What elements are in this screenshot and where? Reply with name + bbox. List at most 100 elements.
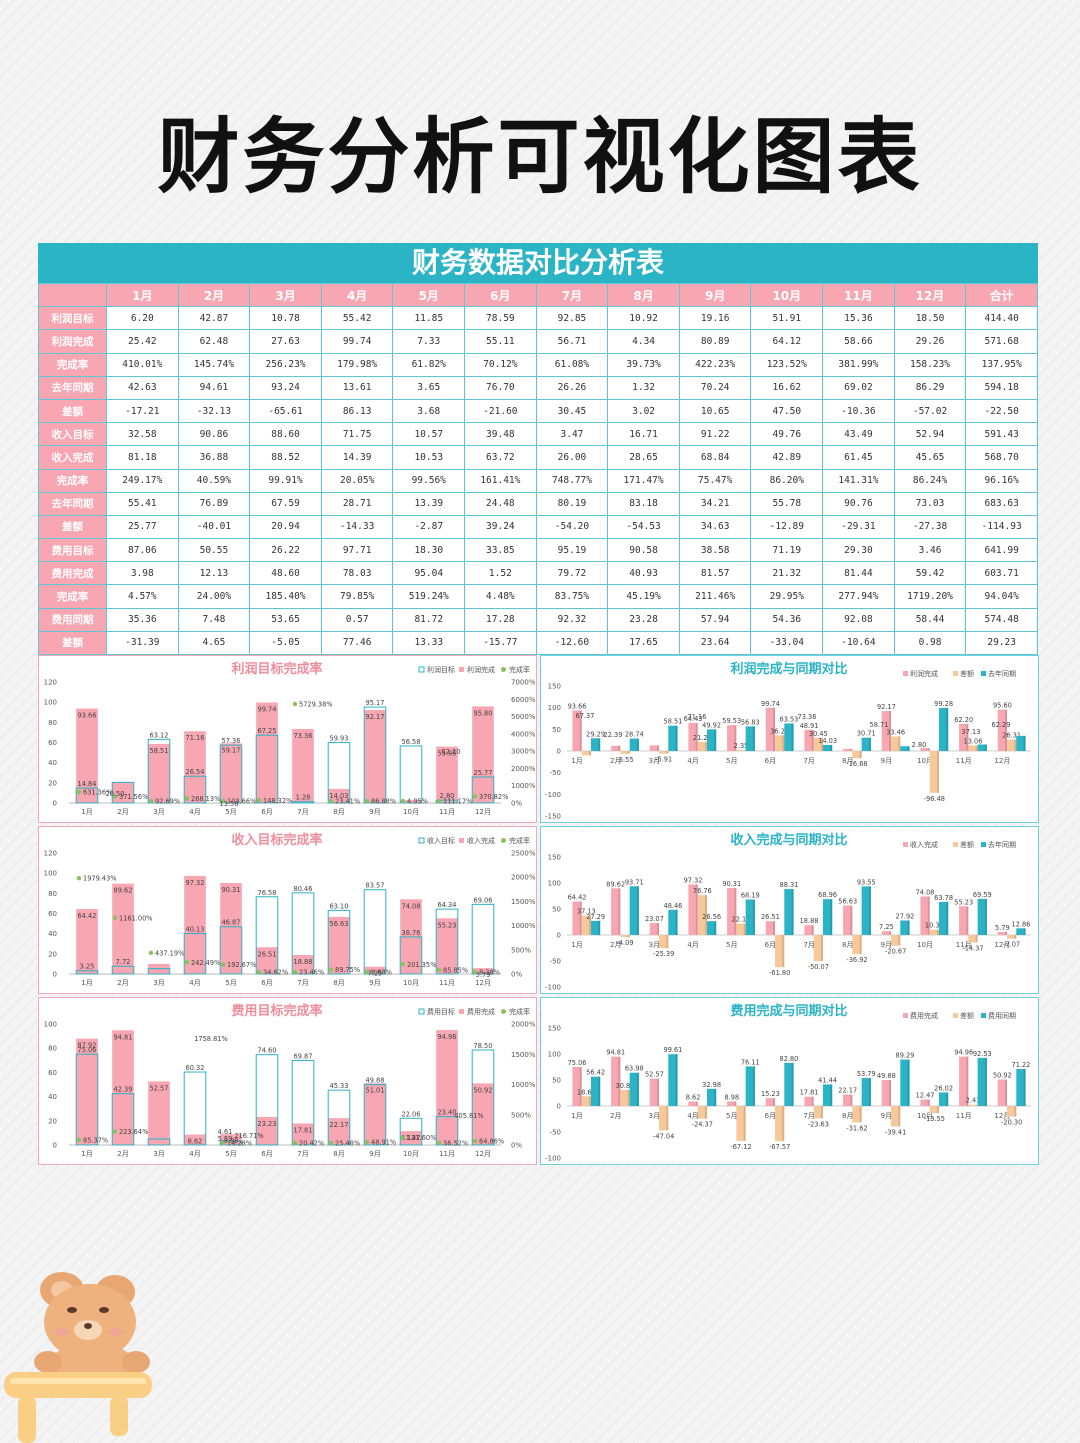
table-cell: -14.33 xyxy=(320,514,394,540)
y-tick-label: 150 xyxy=(548,683,561,691)
completion-bar xyxy=(220,1134,242,1145)
x-tick-label: 3月 xyxy=(649,757,660,765)
data-label: 36.52% xyxy=(443,1139,468,1147)
data-label: 64.86% xyxy=(479,1138,504,1146)
rate-dot xyxy=(220,798,226,804)
table-cell: 17.65 xyxy=(607,630,680,656)
series-bar xyxy=(581,751,591,756)
table-cell: 42.89 xyxy=(750,445,824,470)
series-bar xyxy=(697,1106,707,1119)
x-tick-label: 4月 xyxy=(189,808,200,816)
series-bar-shade xyxy=(782,735,785,751)
table-cell: 69.02 xyxy=(822,375,895,400)
table-cell: 414.40 xyxy=(965,306,1038,331)
series-bar xyxy=(775,935,785,968)
data-label: 85.37% xyxy=(83,1136,108,1144)
table-row: 费用完成 3.98 12.13 48.60 78.03 95.04 1.52 79.72 40.… xyxy=(38,561,1038,586)
series-bar xyxy=(572,1066,582,1106)
x-tick-label: 12月 xyxy=(994,1112,1010,1120)
series-bar xyxy=(629,886,639,935)
series-bar-shade xyxy=(830,1084,833,1106)
series-bar-shade xyxy=(850,748,853,751)
series-bar xyxy=(822,899,833,935)
series-bar xyxy=(852,1106,862,1123)
data-label: 40.13 xyxy=(186,926,205,934)
table-cell: -54.20 xyxy=(535,514,609,540)
table-cell: 64.12 xyxy=(750,329,824,354)
y-tick-label: -100 xyxy=(545,984,561,992)
target-bar xyxy=(399,745,423,804)
y2-tick-label: 1000% xyxy=(511,922,535,930)
table-cell: 70.12% xyxy=(464,352,537,377)
series-bar-shade xyxy=(907,746,910,751)
table-cell: 0.57 xyxy=(320,607,394,632)
table-cell: -22.50 xyxy=(965,398,1038,424)
series-bar xyxy=(891,736,901,751)
x-tick-label: 11月 xyxy=(956,1112,972,1120)
x-tick-label: 9月 xyxy=(369,808,380,816)
completion-bar xyxy=(256,702,278,803)
table-cell: 141.31% xyxy=(822,468,895,493)
table-cell: 83.18 xyxy=(607,491,680,516)
completion-bar xyxy=(472,1083,494,1145)
data-label: 55.95 xyxy=(438,750,457,758)
data-label: 25.77 xyxy=(474,769,493,777)
table-row: 收入完成 81.18 36.88 88.52 14.39 10.53 63.72 26.00 2… xyxy=(38,445,1038,470)
rate-dot xyxy=(364,969,370,975)
profit-target-chart-panel: 利润目标完成率 利润目标 利润完成 完成率 0 20 40 60 80 100 120 0% 1000%… xyxy=(38,655,537,823)
data-label: 49.92 xyxy=(702,721,721,729)
series-bar-shade xyxy=(927,1099,930,1106)
table-cell: -65.61 xyxy=(249,398,322,424)
data-label: 14.03 xyxy=(818,737,837,745)
completion-bar xyxy=(328,788,350,803)
series-bar-shade xyxy=(588,915,591,935)
series-bar-shade xyxy=(704,741,707,751)
table-cell: 211.46% xyxy=(678,584,752,609)
legend-swatch xyxy=(501,667,506,672)
data-label: 2.35 xyxy=(734,742,749,750)
series-bar xyxy=(843,1094,853,1106)
finance-data-table: 1月 2月 3月 4月 5月 6月 7月 8月 9月 10月 11月 12月 合计 利润目标 6.20 42… xyxy=(38,282,1038,656)
series-bar xyxy=(900,1059,910,1106)
table-cell: 24.00% xyxy=(177,584,251,609)
y-tick-label: 0 xyxy=(53,1142,57,1150)
legend-swatch xyxy=(418,837,425,844)
data-label: 97.32 xyxy=(186,879,205,887)
series-bar xyxy=(938,707,949,751)
y-tick-label: 60 xyxy=(48,739,57,747)
series-bar-shade xyxy=(946,1092,949,1106)
series-bar-shade xyxy=(966,724,969,751)
data-label: 1161.00% xyxy=(119,914,153,922)
table-cell: 137.95% xyxy=(965,352,1038,377)
table-cell: 1.52 xyxy=(464,561,537,586)
data-label: 201.35% xyxy=(407,961,436,969)
x-tick-label: 6月 xyxy=(261,808,272,816)
row-label: 完成率 xyxy=(38,584,107,609)
table-cell: 58.66 xyxy=(822,329,895,354)
table-cell: 641.99 xyxy=(965,538,1038,563)
rate-dot xyxy=(292,701,298,707)
table-cell: 78.59 xyxy=(464,306,537,331)
data-label: 268.13% xyxy=(191,795,220,803)
target-bar xyxy=(327,909,351,975)
data-label: 26.51 xyxy=(761,913,780,921)
series-bar xyxy=(891,1106,901,1127)
series-bar xyxy=(629,1072,639,1106)
data-label: 68.19 xyxy=(741,892,760,900)
data-label: -23.63 xyxy=(808,1120,829,1128)
x-tick-label: 7月 xyxy=(803,941,814,949)
table-cell: 94.61 xyxy=(177,375,251,400)
revenue-vs-lastyear-chart: 收入完成与同期对比 收入完成 差额 去年同期 -100 -50 0 50 100 150 1月 64.… xyxy=(545,832,1031,992)
bear-sticker xyxy=(4,1272,152,1443)
y2-tick-label: 2000% xyxy=(511,765,535,773)
data-label: 370.82% xyxy=(479,793,508,801)
y-tick-label: 40 xyxy=(48,1093,57,1101)
data-label: 50.92 xyxy=(993,1072,1012,1080)
data-label: 23.23 xyxy=(258,1120,277,1128)
x-tick-label: 4月 xyxy=(687,941,698,949)
y-tick-label: 0 xyxy=(557,932,561,940)
y-tick-label: 40 xyxy=(48,930,57,938)
table-cell: 26.22 xyxy=(249,538,322,563)
table-cell: 3.68 xyxy=(392,398,466,424)
series-bar-shade xyxy=(598,1076,601,1106)
